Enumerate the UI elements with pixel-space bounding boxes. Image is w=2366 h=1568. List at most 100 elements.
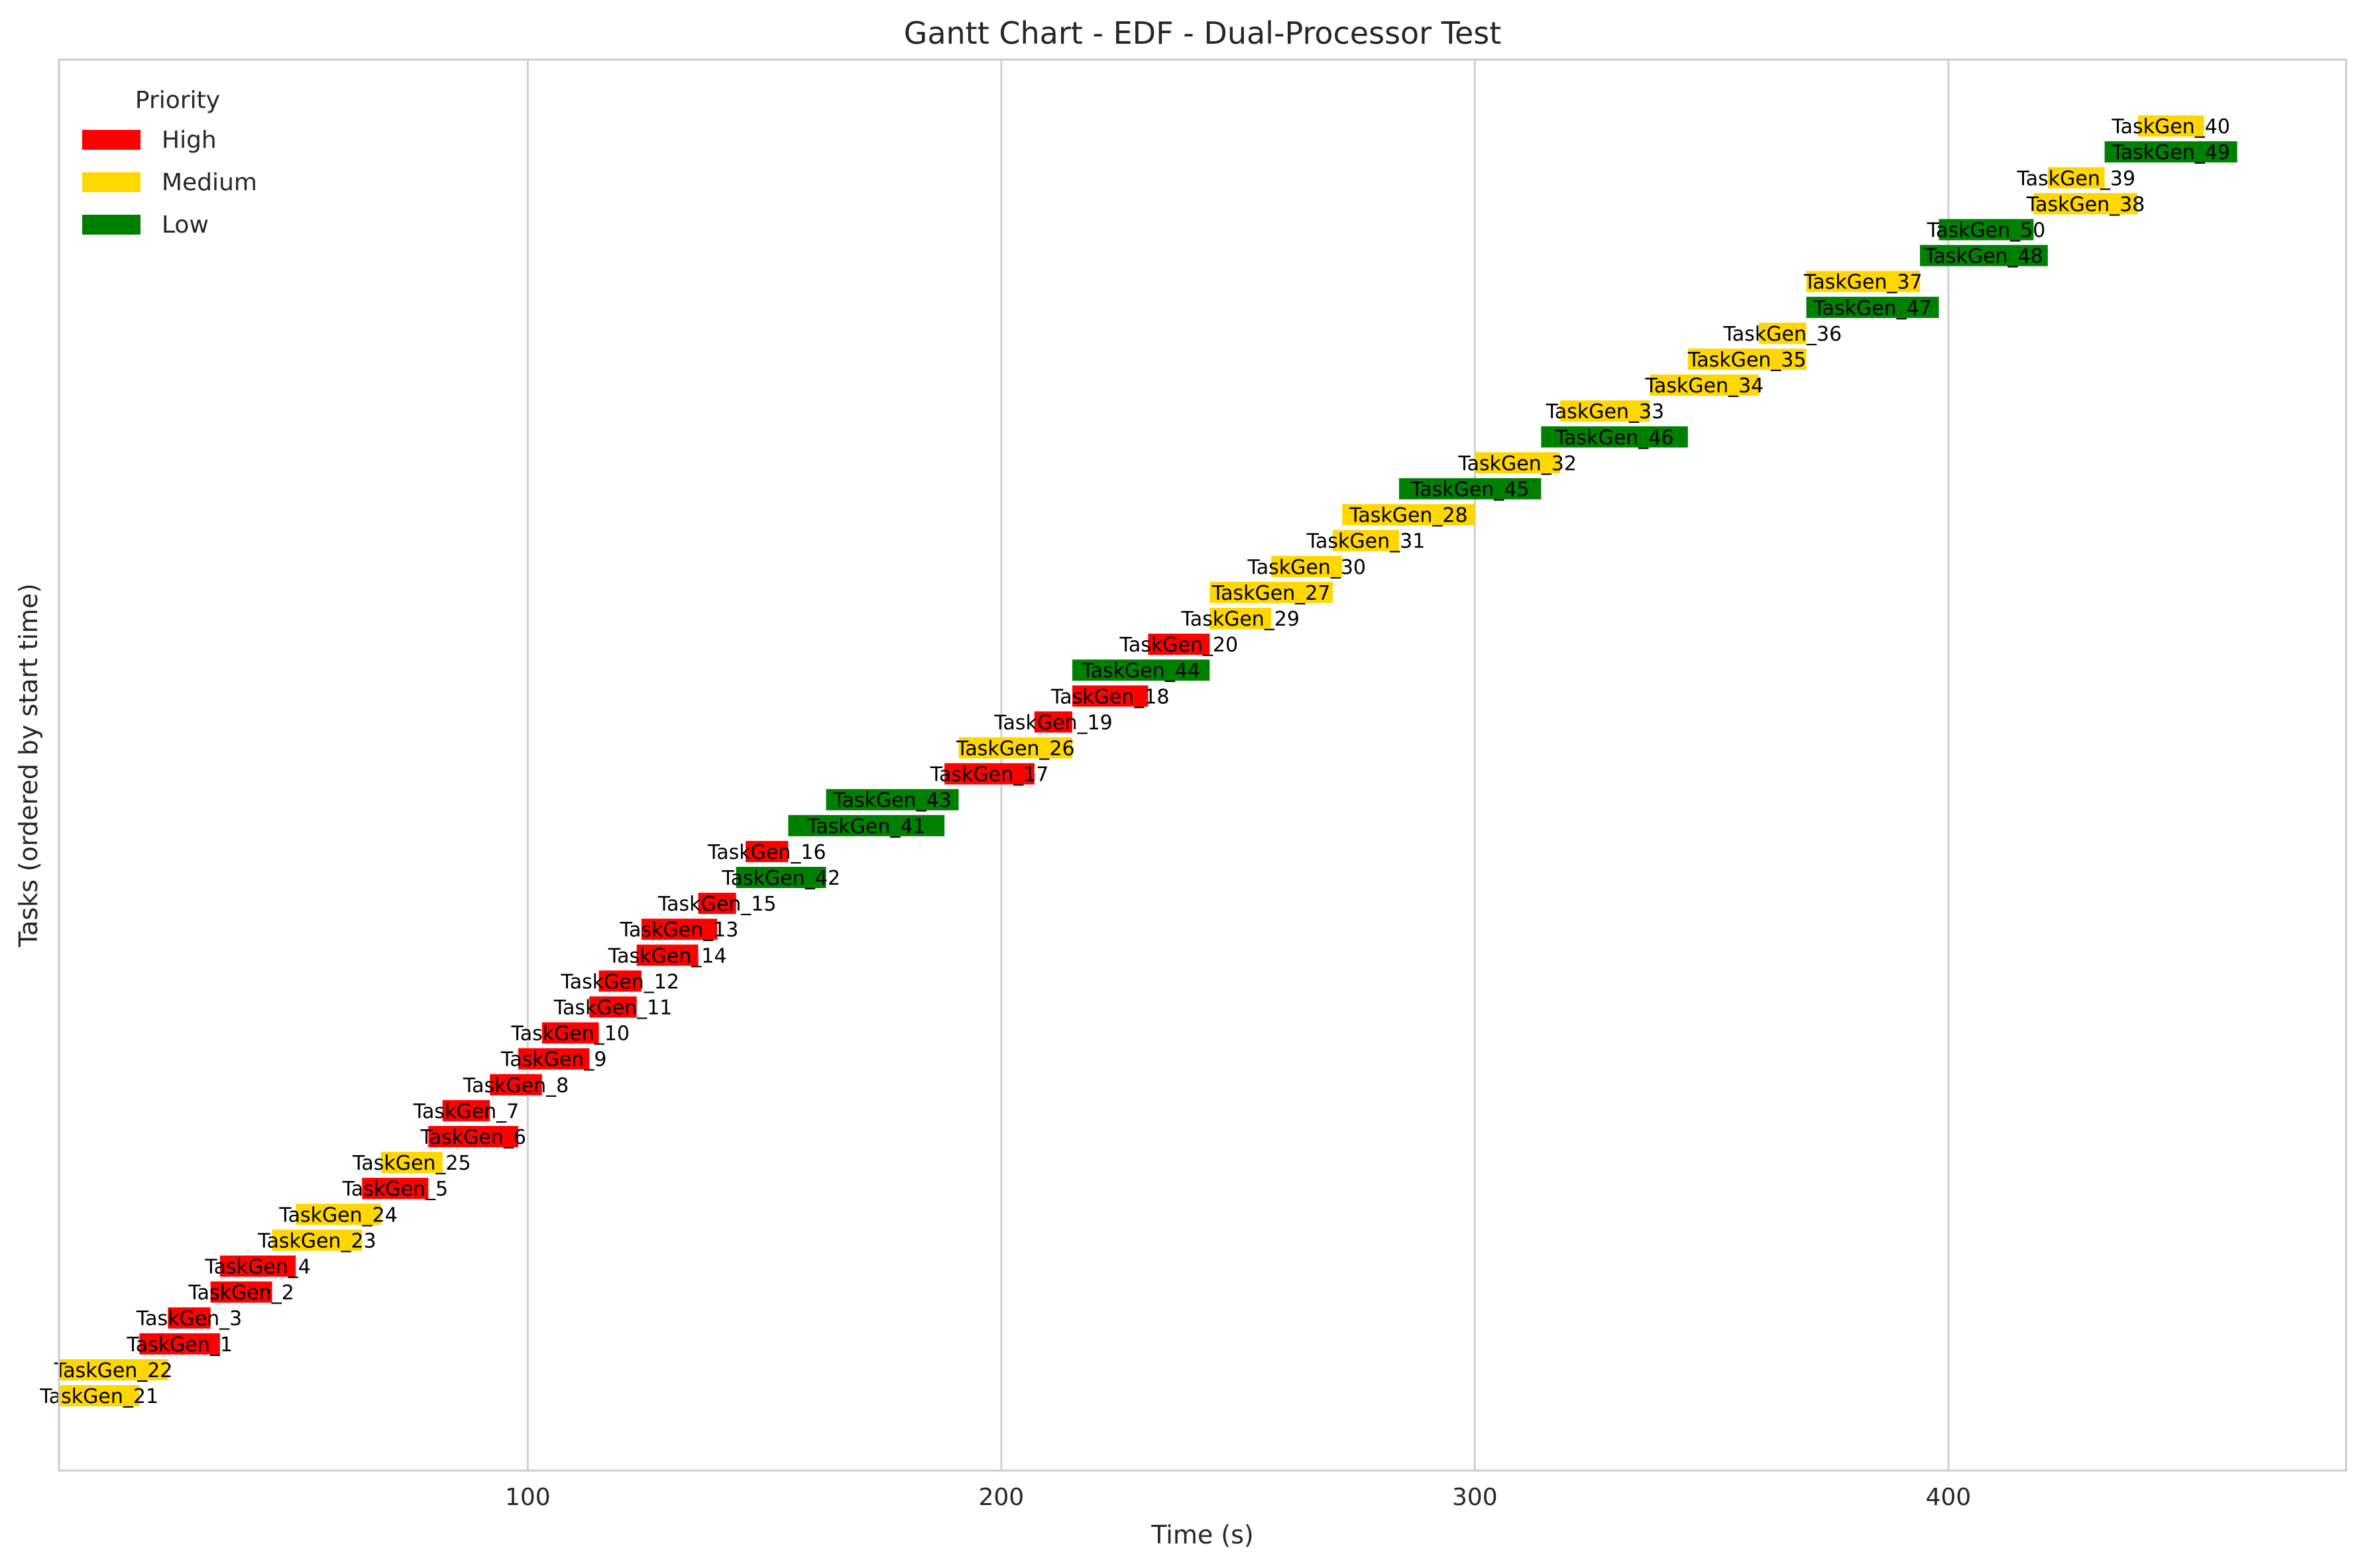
task-label-taskgen-8: TaskGen_8 — [463, 1074, 569, 1097]
y-axis-label: Tasks (ordered by start time) — [14, 583, 43, 948]
task-bar-taskgen-49 — [2104, 141, 2237, 163]
task-bar-taskgen-29 — [1210, 608, 1272, 629]
task-label-taskgen-39: TaskGen_39 — [2016, 167, 2135, 190]
task-bar-taskgen-47 — [1806, 296, 1939, 318]
legend-items: High Medium Low — [82, 127, 257, 239]
task-bar-taskgen-33 — [1559, 400, 1650, 422]
task-bar-taskgen-20 — [1148, 634, 1210, 655]
task-bar-taskgen-9 — [518, 1048, 590, 1070]
task-bar-taskgen-44 — [1072, 659, 1210, 681]
task-label-taskgen-26: TaskGen_26 — [956, 738, 1075, 761]
task-label-taskgen-30: TaskGen_30 — [1247, 556, 1366, 579]
chart-title: Gantt Chart - EDF - Dual-Processor Test — [904, 15, 1502, 51]
task-label-taskgen-1: TaskGen_1 — [126, 1333, 233, 1357]
task-label-taskgen-3: TaskGen_3 — [136, 1308, 243, 1331]
task-label-taskgen-50: TaskGen_50 — [1927, 219, 2046, 243]
task-label-taskgen-24: TaskGen_24 — [278, 1204, 398, 1227]
task-bar-taskgen-12 — [598, 970, 642, 992]
legend: Priority High Medium Low — [82, 87, 257, 239]
task-bar-taskgen-42 — [736, 867, 826, 888]
task-bar-taskgen-11 — [589, 996, 637, 1018]
task-bar-taskgen-23 — [272, 1229, 363, 1251]
task-bar-taskgen-7 — [442, 1099, 490, 1121]
task-bar-taskgen-3 — [168, 1307, 211, 1329]
task-label-taskgen-40: TaskGen_40 — [2111, 115, 2230, 139]
task-label-taskgen-41: TaskGen_41 — [807, 815, 926, 838]
x-tick-label-200: 200 — [978, 1484, 1024, 1511]
task-label-taskgen-32: TaskGen_32 — [1457, 452, 1577, 475]
task-bar-taskgen-26 — [958, 737, 1073, 759]
x-tick-label-400: 400 — [1925, 1484, 1971, 1511]
task-bar-taskgen-46 — [1541, 426, 1688, 448]
legend-label-low: Low — [162, 211, 209, 239]
legend-title: Priority — [135, 87, 220, 114]
task-label-taskgen-21: TaskGen_21 — [39, 1385, 158, 1408]
task-label-taskgen-28: TaskGen_28 — [1349, 504, 1468, 528]
task-bar-taskgen-35 — [1687, 349, 1807, 370]
task-label-taskgen-11: TaskGen_11 — [553, 997, 673, 1020]
plot-frame — [58, 58, 2347, 1472]
legend-swatch-high — [82, 130, 141, 150]
legend-label-medium: Medium — [162, 169, 257, 196]
task-label-taskgen-46: TaskGen_46 — [1555, 426, 1674, 449]
task-label-taskgen-14: TaskGen_14 — [608, 944, 727, 968]
task-label-taskgen-47: TaskGen_47 — [1813, 297, 1932, 320]
task-bar-taskgen-2 — [210, 1281, 272, 1303]
task-label-taskgen-38: TaskGen_38 — [2026, 193, 2145, 216]
task-label-taskgen-17: TaskGen_17 — [930, 763, 1049, 787]
task-bar-taskgen-28 — [1342, 504, 1475, 526]
task-label-taskgen-35: TaskGen_35 — [1687, 349, 1807, 372]
task-label-taskgen-13: TaskGen_13 — [620, 919, 739, 942]
task-bar-taskgen-6 — [428, 1126, 519, 1147]
task-bar-taskgen-48 — [1919, 245, 2048, 266]
task-bar-taskgen-1 — [139, 1333, 220, 1355]
task-bar-taskgen-36 — [1759, 322, 1807, 344]
task-label-taskgen-34: TaskGen_34 — [1645, 374, 1764, 398]
task-label-taskgen-18: TaskGen_18 — [1050, 685, 1170, 708]
task-bar-taskgen-24 — [296, 1204, 381, 1225]
task-label-taskgen-29: TaskGen_29 — [1180, 608, 1300, 631]
task-label-taskgen-31: TaskGen_31 — [1306, 530, 1426, 553]
task-bar-taskgen-34 — [1650, 374, 1760, 396]
task-bar-taskgen-40 — [2137, 115, 2204, 137]
task-label-taskgen-37: TaskGen_37 — [1803, 271, 1923, 294]
task-bar-taskgen-14 — [636, 944, 699, 966]
task-bar-taskgen-16 — [746, 840, 789, 862]
task-bar-taskgen-43 — [826, 789, 959, 811]
task-label-taskgen-10: TaskGen_10 — [510, 1023, 630, 1046]
task-label-taskgen-4: TaskGen_4 — [204, 1256, 311, 1279]
task-label-taskgen-12: TaskGen_12 — [560, 970, 679, 993]
task-bar-taskgen-22 — [59, 1359, 168, 1380]
task-label-taskgen-42: TaskGen_42 — [721, 867, 840, 890]
task-label-taskgen-6: TaskGen_6 — [420, 1126, 526, 1149]
task-label-taskgen-23: TaskGen_23 — [257, 1229, 376, 1253]
legend-swatch-medium — [82, 172, 141, 192]
task-label-taskgen-48: TaskGen_48 — [1924, 245, 2043, 268]
task-label-taskgen-15: TaskGen_15 — [657, 893, 777, 916]
task-label-taskgen-16: TaskGen_16 — [707, 841, 826, 864]
task-bar-taskgen-27 — [1210, 581, 1333, 603]
task-bar-taskgen-18 — [1072, 685, 1149, 707]
task-label-taskgen-2: TaskGen_2 — [188, 1282, 294, 1305]
task-bar-taskgen-13 — [641, 919, 718, 940]
task-bar-taskgen-15 — [698, 893, 736, 915]
plot-area — [59, 60, 2346, 1471]
task-label-taskgen-7: TaskGen_7 — [413, 1100, 520, 1123]
task-label-taskgen-9: TaskGen_9 — [500, 1048, 607, 1072]
task-bar-taskgen-45 — [1399, 478, 1542, 500]
task-bar-taskgen-41 — [788, 814, 945, 836]
task-bar-taskgen-37 — [1806, 270, 1920, 292]
task-bar-taskgen-10 — [541, 1022, 599, 1044]
task-label-taskgen-5: TaskGen_5 — [342, 1178, 449, 1201]
task-bar-taskgen-38 — [2033, 193, 2138, 215]
task-label-taskgen-44: TaskGen_44 — [1081, 659, 1200, 683]
task-bar-taskgen-32 — [1475, 452, 1560, 474]
x-axis-label: Time (s) — [1151, 1520, 1254, 1549]
x-tick-label-100: 100 — [505, 1484, 551, 1511]
task-label-taskgen-27: TaskGen_27 — [1211, 582, 1331, 605]
task-label-taskgen-45: TaskGen_45 — [1410, 478, 1530, 502]
task-label-taskgen-49: TaskGen_49 — [2111, 141, 2230, 164]
task-label-taskgen-33: TaskGen_33 — [1545, 400, 1664, 423]
